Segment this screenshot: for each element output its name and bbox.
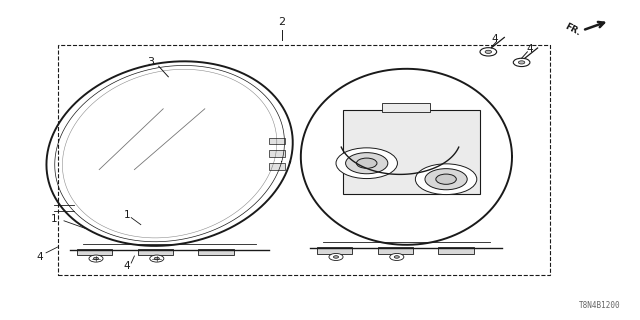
Text: 2: 2 bbox=[278, 17, 285, 27]
Circle shape bbox=[329, 253, 343, 260]
Bar bbox=[58, 45, 550, 275]
Circle shape bbox=[333, 256, 339, 258]
Bar bbox=[382, 103, 430, 112]
Text: 1: 1 bbox=[51, 214, 58, 224]
Circle shape bbox=[425, 169, 467, 190]
Circle shape bbox=[356, 158, 377, 168]
Circle shape bbox=[480, 48, 497, 56]
Bar bbox=[269, 138, 285, 144]
Bar bbox=[77, 249, 112, 255]
Text: 4: 4 bbox=[36, 252, 43, 262]
Bar bbox=[438, 247, 474, 254]
Text: T8N4B1200: T8N4B1200 bbox=[579, 301, 621, 310]
Bar bbox=[378, 247, 413, 254]
Circle shape bbox=[518, 61, 525, 64]
Text: 3: 3 bbox=[147, 57, 154, 68]
Bar bbox=[138, 249, 173, 255]
Circle shape bbox=[415, 164, 477, 195]
Text: 1: 1 bbox=[124, 210, 130, 220]
Circle shape bbox=[346, 153, 388, 174]
Circle shape bbox=[89, 255, 103, 262]
Circle shape bbox=[436, 174, 456, 184]
Text: 4: 4 bbox=[527, 44, 533, 54]
Bar bbox=[269, 150, 285, 157]
Bar bbox=[269, 163, 285, 170]
Bar bbox=[317, 247, 352, 254]
Circle shape bbox=[150, 255, 164, 262]
Circle shape bbox=[154, 257, 159, 260]
Bar bbox=[198, 249, 234, 255]
Circle shape bbox=[93, 257, 99, 260]
Circle shape bbox=[394, 256, 399, 258]
Text: FR.: FR. bbox=[563, 21, 582, 37]
Circle shape bbox=[513, 58, 530, 67]
Text: 4: 4 bbox=[124, 261, 130, 271]
Circle shape bbox=[390, 253, 404, 260]
Text: 4: 4 bbox=[492, 34, 498, 44]
Bar bbox=[343, 110, 480, 194]
Circle shape bbox=[485, 50, 492, 53]
Circle shape bbox=[336, 148, 397, 179]
